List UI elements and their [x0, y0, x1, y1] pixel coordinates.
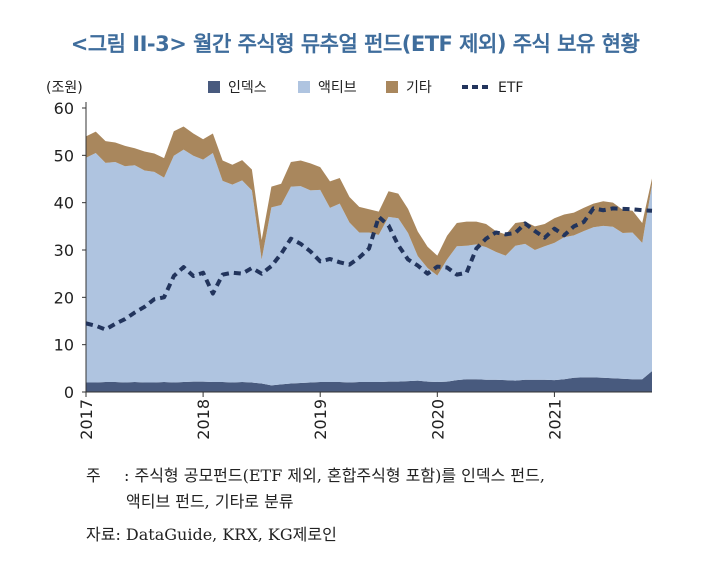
area-series-active [86, 149, 652, 386]
legend-label-active: 액티브 [318, 80, 357, 96]
x-tick-label: 2018 [194, 399, 213, 440]
legend-label-index: 인덱스 [228, 80, 267, 96]
chart-note-text: : 주식형 공모펀드(ETF 제외, 혼합주식형 포함)를 인덱스 펀드, [124, 466, 545, 485]
area-series-index [86, 371, 652, 392]
y-axis-unit-label: (조원) [46, 80, 83, 96]
legend-swatch-other [386, 81, 398, 93]
chart-note-label: 주 [86, 466, 101, 485]
chart-source: 자료: DataGuide, KRX, KG제로인 [86, 525, 337, 544]
x-tick-label: 2017 [77, 399, 96, 440]
line-series-etf [85, 206, 653, 332]
y-tick-label: 50 [54, 146, 74, 165]
legend: 인덱스 액티브 기타 ETF [208, 80, 523, 96]
chart: 인덱스 액티브 기타 ETF (조원) 0 10 20 30 40 50 60 2017 201… [46, 80, 653, 440]
y-tick-label: 40 [54, 194, 74, 213]
area-series-other [86, 126, 652, 276]
y-tick-label: 20 [54, 288, 74, 307]
legend-swatch-active [298, 81, 310, 93]
y-tick-label: 10 [54, 336, 74, 355]
plot-area: 0 10 20 30 40 50 60 2017 2018 2019 2020 2021 [54, 99, 653, 440]
y-tick-label: 0 [64, 383, 74, 402]
chart-note-line2: 액티브 펀드, 기타로 분류 [126, 492, 294, 511]
legend-swatch-index [208, 81, 220, 93]
chart-note-line1: 주 : 주식형 공모펀드(ETF 제외, 혼합주식형 포함)를 인덱스 펀드, [86, 462, 545, 486]
x-tick-label: 2019 [311, 399, 330, 440]
legend-label-other: 기타 [406, 80, 432, 96]
y-tick-label: 30 [54, 241, 74, 260]
x-tick-label: 2020 [428, 399, 447, 440]
y-tick-label: 60 [54, 99, 74, 118]
legend-label-etf: ETF [498, 80, 523, 96]
chart-title: <그림 II-3> 월간 주식형 뮤추얼 펀드(ETF 제외) 주식 보유 현황 [70, 32, 640, 56]
x-tick-label: 2021 [545, 399, 564, 440]
